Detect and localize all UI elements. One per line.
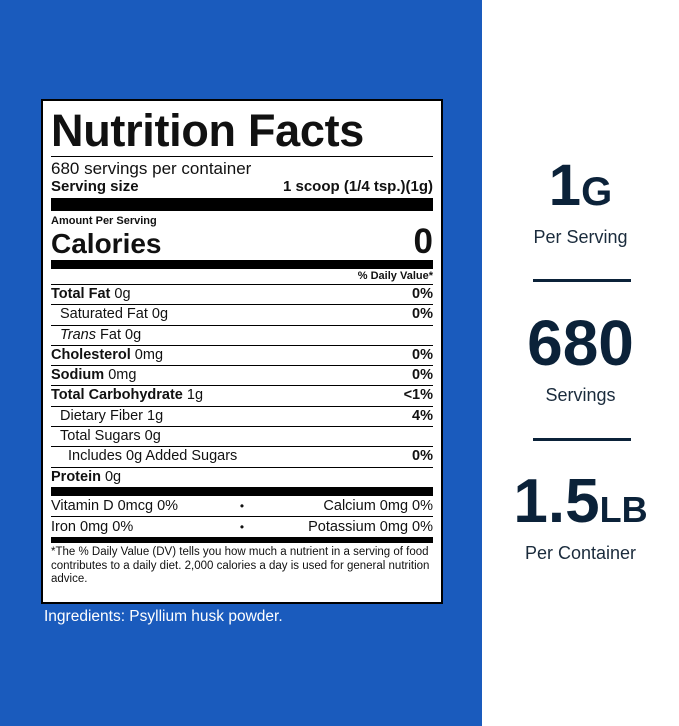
- nutrient-dv: 0%: [412, 346, 433, 363]
- nutrient-amount: 0g: [125, 326, 142, 343]
- stat-servings: 680 Servings: [482, 311, 679, 406]
- nutrient-row-dietary-fiber: Dietary Fiber 1g 4%: [51, 405, 433, 426]
- nutrient-dv: <1%: [403, 387, 433, 404]
- nutrient-name: Fat: [96, 326, 121, 343]
- nutrient-dv: 0%: [412, 367, 433, 384]
- thick-divider: [51, 198, 433, 211]
- stat-value: 1.5LB: [513, 467, 648, 536]
- nutrition-facts-title: Nutrition Facts: [51, 105, 365, 156]
- amount-per-serving: Amount Per Serving: [51, 215, 157, 227]
- bullet-separator: •: [239, 498, 245, 513]
- nutrient-name: Total Fat: [51, 286, 111, 302]
- nutrient-dv: 0%: [412, 306, 433, 323]
- nutrient-row-sodium: Sodium 0mg 0%: [51, 365, 433, 385]
- title-divider: [51, 156, 433, 157]
- nutrient-row-total-sugars: Total Sugars 0g: [51, 426, 433, 446]
- nutrient-row-added-sugars: Includes 0g Added Sugars 0%: [51, 446, 433, 466]
- stat-label: Per Serving: [533, 227, 628, 247]
- nutrient-row-trans-fat: Trans Fat 0g: [51, 324, 433, 345]
- nutrient-amount: 1g: [186, 387, 204, 404]
- nutrient-name: Protein: [51, 468, 101, 485]
- vitamin-divider: [51, 515, 433, 517]
- bullet-separator: •: [239, 519, 245, 534]
- ingredients-text: Ingredients: Psyllium husk powder.: [44, 608, 283, 625]
- stat-divider: [533, 438, 631, 441]
- stat-per-serving: 1G Per Serving: [482, 157, 679, 248]
- footnote-divider: [51, 536, 433, 543]
- calories-row: Calories 0: [51, 222, 433, 261]
- nutrient-amount: 0g: [114, 286, 131, 302]
- nutrient-amount: 0g: [151, 306, 169, 323]
- nutrient-row-saturated-fat: Saturated Fat 0g 0%: [51, 304, 433, 324]
- calories-value: 0: [413, 222, 433, 261]
- vitamins-divider: [51, 486, 433, 496]
- calcium: Calcium 0mg 0%: [323, 497, 433, 514]
- nutrient-row-cholesterol: Cholesterol 0mg 0%: [51, 344, 433, 365]
- nutrient-name: Total Sugars: [60, 428, 141, 445]
- stat-divider: [533, 279, 631, 282]
- calories-divider: [51, 260, 433, 269]
- nutrient-name: Dietary Fiber: [60, 407, 143, 424]
- serving-size-row: Serving size 1 scoop (1/4 tsp.)(1g): [51, 178, 433, 196]
- potassium: Potassium 0mg 0%: [308, 518, 433, 535]
- nutrient-amount: 0g: [104, 468, 122, 485]
- nutrient-amount: 1g: [147, 407, 164, 424]
- nutrient-name-italic: Trans: [60, 326, 96, 343]
- nutrient-amount: 0g: [144, 428, 161, 445]
- nutrient-amount: 0mg: [134, 346, 164, 363]
- servings-per-container: 680 servings per container: [51, 159, 252, 178]
- vitamin-row: Iron 0mg 0% • Potassium 0mg 0%: [51, 517, 433, 537]
- nutrient-dv: 0%: [412, 448, 433, 465]
- nutrient-row-total-fat: Total Fat 0g 0%: [51, 284, 433, 304]
- nutrient-dv: 4%: [412, 407, 433, 424]
- stat-label: Per Container: [524, 543, 637, 563]
- vitamin-row: Vitamin D 0mcg 0% • Calcium 0mg 0%: [51, 496, 433, 516]
- calories-label: Calories: [51, 228, 162, 259]
- stat-value: 680: [527, 307, 634, 379]
- serving-size-value: 1 scoop (1/4 tsp.)(1g): [282, 178, 433, 195]
- vitamin-d: Vitamin D 0mcg 0%: [51, 497, 179, 514]
- daily-value-header: % Daily Value*: [357, 270, 433, 282]
- nutrient-name: Sodium: [51, 367, 105, 384]
- daily-value-footnote: *The % Daily Value (DV) tells you how mu…: [51, 545, 430, 586]
- stat-value: 1G: [548, 153, 613, 218]
- nutrient-row-total-carbohydrate: Total Carbohydrate 1g <1%: [51, 385, 433, 405]
- serving-size-label: Serving size: [51, 178, 139, 195]
- nutrient-row-protein: Protein 0g: [51, 466, 433, 487]
- nutrient-name: Saturated Fat: [60, 306, 148, 323]
- nutrient-name: Cholesterol: [51, 346, 131, 363]
- stat-per-container: 1.5LB Per Container: [482, 471, 679, 564]
- stat-label: Servings: [545, 385, 616, 405]
- iron: Iron 0mg 0%: [51, 518, 134, 535]
- nutrient-name: Total Carbohydrate: [51, 387, 183, 404]
- nutrient-amount: 0mg: [108, 367, 137, 384]
- nutrition-facts-label: Nutrition Facts 680 servings per contain…: [41, 99, 443, 604]
- nutrient-name: Includes 0g Added Sugars: [68, 448, 238, 465]
- nutrient-dv: 0%: [412, 286, 433, 302]
